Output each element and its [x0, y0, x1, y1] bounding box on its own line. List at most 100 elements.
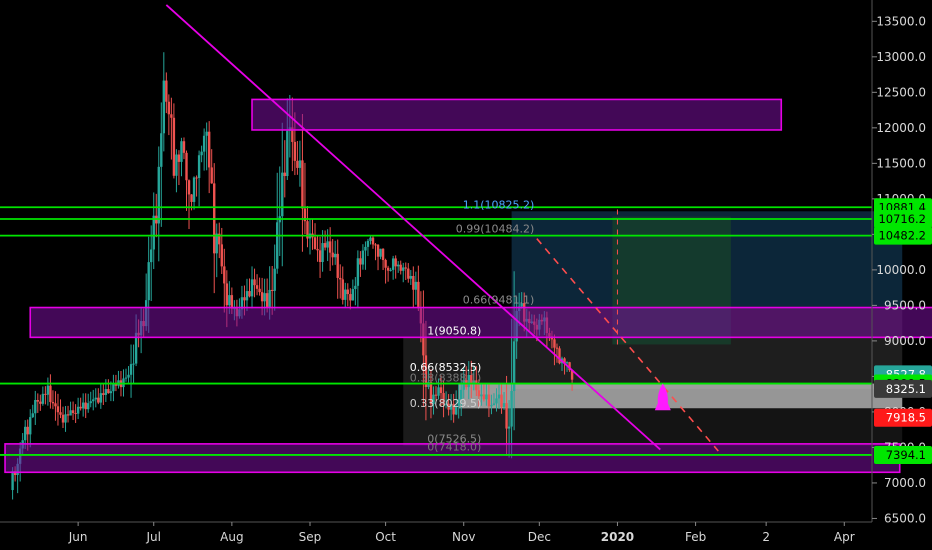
candle-body — [273, 268, 276, 291]
candle-body — [394, 258, 397, 267]
candle-body — [296, 160, 299, 168]
candle-body — [354, 285, 357, 290]
candle-body — [56, 406, 60, 413]
zone-9300[interactable] — [29, 306, 932, 339]
price-tick-label: 6500.0 — [884, 511, 926, 525]
candle-body — [371, 237, 375, 245]
candle-body — [293, 141, 297, 161]
candle-body — [424, 355, 428, 387]
candle-body — [54, 403, 57, 407]
resistance-zone-12000[interactable] — [251, 98, 783, 131]
candle-body — [134, 332, 138, 364]
candle-body — [570, 370, 574, 380]
candle-body — [291, 127, 294, 142]
candle-body — [114, 384, 118, 386]
candle-body — [71, 410, 75, 414]
candle-body — [520, 303, 523, 307]
price-badge-label: 7918.5 — [886, 411, 926, 425]
candle-body — [64, 414, 67, 423]
price-tick-label: 13000.0 — [876, 50, 926, 64]
fib-label-6: 0(7526.5) — [427, 433, 481, 446]
candle-body — [346, 289, 349, 295]
time-tick-label: Apr — [834, 530, 855, 544]
candle-body — [223, 266, 226, 284]
candle-body — [107, 389, 110, 394]
candle-body — [66, 414, 70, 416]
candle-body — [230, 295, 234, 309]
time-tick-label: Sep — [299, 530, 322, 544]
candle-body — [97, 397, 100, 403]
fib-label-7: 0.38(8388.1) — [410, 371, 482, 384]
candle-body — [316, 248, 319, 251]
fib-label-4: 0.66(8532.5) — [410, 361, 482, 374]
candle-body — [359, 258, 362, 265]
candle-body — [51, 401, 55, 404]
candle-body — [482, 394, 486, 400]
price-badge-label: 8325.1 — [886, 382, 926, 396]
candle-body — [207, 131, 211, 168]
candle-body — [555, 347, 559, 349]
candle-body — [162, 80, 166, 134]
candle-body — [475, 380, 478, 391]
time-tick-label: 2020 — [601, 530, 634, 544]
candle-body — [449, 403, 453, 410]
candle-body — [366, 240, 370, 247]
candle-body — [132, 363, 135, 365]
candle-body — [29, 417, 32, 435]
candle-body — [379, 248, 382, 257]
candle-body — [303, 208, 307, 222]
candle-body — [480, 394, 483, 397]
candle-body — [157, 166, 160, 224]
candle-body — [129, 364, 133, 375]
candle-body — [197, 155, 201, 178]
price-tick-label: 9000.0 — [884, 334, 926, 348]
candle-body — [41, 393, 45, 404]
candle-body — [313, 237, 317, 249]
candle-body — [112, 384, 115, 392]
price-badge — [874, 445, 932, 464]
candle-body — [558, 348, 561, 364]
price-badge-label: 10482.2 — [878, 229, 926, 243]
candle-body — [328, 241, 332, 253]
rocket-icon — [654, 383, 671, 411]
candle-body — [84, 402, 87, 410]
time-tick-label: Nov — [452, 530, 475, 544]
time-tick-label: Jun — [68, 530, 88, 544]
candle-body — [255, 285, 259, 289]
candle-body — [384, 259, 387, 268]
candle-body — [389, 269, 392, 271]
candle-body — [442, 393, 445, 405]
candle-body — [180, 141, 183, 162]
candle-body — [76, 406, 80, 414]
candle-body — [31, 413, 34, 418]
candle-body — [250, 279, 254, 297]
fib-labels-layer: 1.1(10825.2) 0.99(10484.2) 0.66(9481.1) 1(9… — [410, 198, 535, 453]
candle-body — [376, 244, 380, 257]
candle-body — [124, 377, 128, 379]
candle-body — [210, 167, 213, 184]
candle-body — [323, 243, 327, 248]
time-tick-label: Feb — [685, 530, 706, 544]
candle-body — [510, 391, 513, 427]
candle-body — [404, 267, 407, 269]
candle-body — [187, 180, 191, 195]
candle-body — [36, 400, 40, 402]
candle-body — [61, 414, 65, 423]
candle-body — [472, 380, 476, 385]
candle-body — [485, 394, 488, 400]
candle-body — [286, 130, 289, 177]
fib-label-2: 0.66(9481.1) — [463, 294, 535, 307]
candle-body — [270, 289, 274, 291]
candle-body — [298, 160, 302, 168]
candle-body — [225, 283, 229, 306]
trendline[interactable] — [165, 4, 661, 451]
price-tick-label: 10000.0 — [876, 263, 926, 277]
candle-body — [74, 413, 77, 415]
candle-body — [374, 244, 377, 246]
candle-body — [341, 279, 344, 300]
candle-body — [470, 374, 473, 385]
candle-body — [218, 233, 221, 245]
candle-body — [26, 426, 29, 435]
candle-body — [512, 341, 516, 392]
